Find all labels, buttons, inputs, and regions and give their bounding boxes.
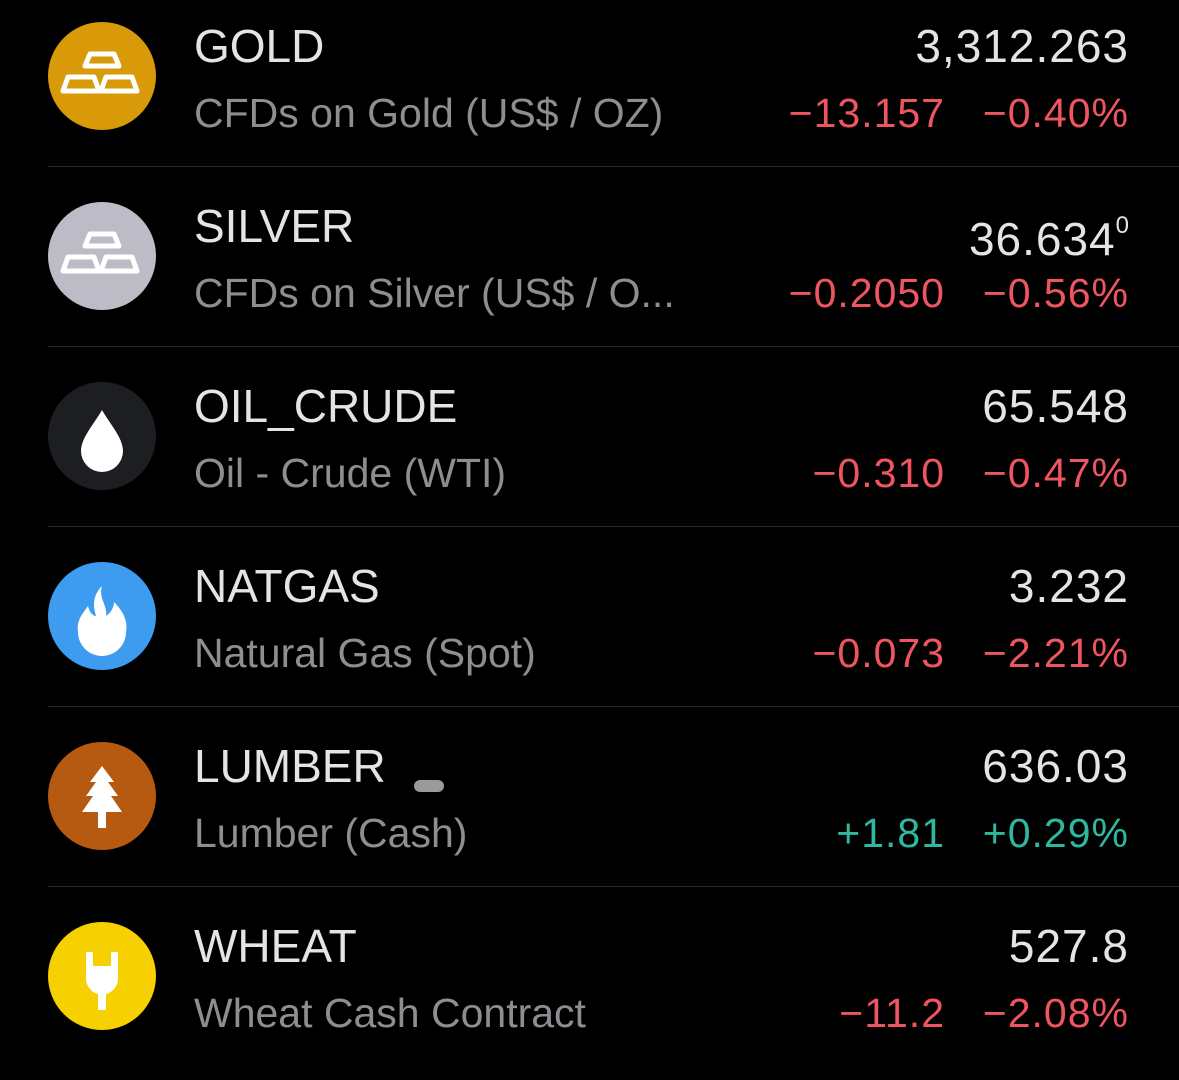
status-pill: [414, 780, 444, 792]
price: 65.548: [982, 380, 1129, 432]
separator: [48, 886, 1179, 887]
description: Oil - Crude (WTI): [194, 450, 507, 496]
silver-icon: [48, 202, 156, 310]
separator: [48, 166, 1179, 167]
oil-icon: [48, 382, 156, 490]
description: CFDs on Silver (US$ / O...: [194, 270, 675, 316]
description: Lumber (Cash): [194, 810, 468, 856]
natgas-icon: [48, 562, 156, 670]
change-percent: −0.40%: [982, 90, 1129, 136]
change-percent: −0.47%: [982, 450, 1129, 496]
separator: [48, 706, 1179, 707]
description: Wheat Cash Contract: [194, 990, 586, 1036]
row[interactable]: LUMBER Lumber (Cash) 636.03 +1.81 +0.29%: [0, 720, 1179, 900]
lumber-icon: [48, 742, 156, 850]
price-superscript: 0: [1115, 212, 1129, 239]
separator: [48, 526, 1179, 527]
symbol: SILVER: [194, 200, 355, 252]
change: −0.073: [812, 630, 945, 676]
change: −0.2050: [788, 270, 945, 316]
symbol: NATGAS: [194, 560, 380, 612]
change: −0.310: [812, 450, 945, 496]
description: CFDs on Gold (US$ / OZ): [194, 90, 664, 136]
symbol: GOLD: [194, 20, 325, 72]
price-main: 36.634: [968, 213, 1116, 265]
change: +1.81: [836, 810, 945, 856]
row[interactable]: NATGAS Natural Gas (Spot) 3.232 −0.073 −…: [0, 540, 1179, 720]
separator: [48, 346, 1179, 347]
watchlist: GOLD CFDs on Gold (US$ / OZ) 3,312.263 −…: [0, 0, 1179, 1036]
wheat-icon: [48, 922, 156, 1030]
price: 3.232: [1008, 560, 1129, 612]
symbol: LUMBER: [194, 740, 386, 792]
gold-icon: [48, 22, 156, 130]
price: 636.03: [982, 740, 1129, 792]
change-percent: −2.08%: [982, 990, 1129, 1036]
price: 36.6340: [969, 200, 1129, 265]
row[interactable]: GOLD CFDs on Gold (US$ / OZ) 3,312.263 −…: [0, 0, 1179, 180]
price: 3,312.263: [915, 20, 1129, 72]
row[interactable]: OIL_CRUDE Oil - Crude (WTI) 65.548 −0.31…: [0, 360, 1179, 540]
symbol: OIL_CRUDE: [194, 380, 458, 432]
change-percent: −0.56%: [982, 270, 1129, 316]
price: 527.8: [1008, 920, 1129, 972]
change: −11.2: [839, 990, 945, 1036]
row[interactable]: WHEAT Wheat Cash Contract 527.8 −11.2 −2…: [0, 900, 1179, 1080]
description: Natural Gas (Spot): [194, 630, 536, 676]
change: −13.157: [788, 90, 945, 136]
symbol: WHEAT: [194, 920, 357, 972]
row[interactable]: SILVER CFDs on Silver (US$ / O... 36.634…: [0, 180, 1179, 360]
change-percent: −2.21%: [982, 630, 1129, 676]
change-percent: +0.29%: [982, 810, 1129, 856]
